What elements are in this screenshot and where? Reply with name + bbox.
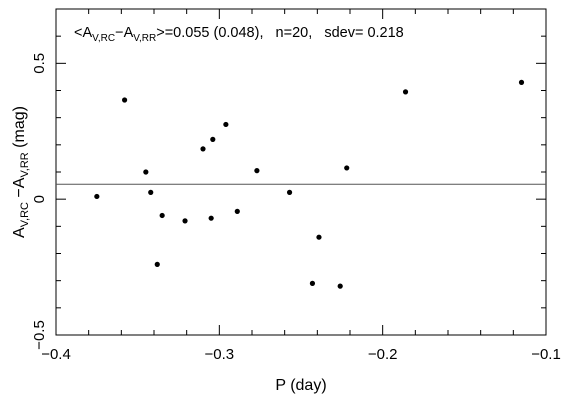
data-point bbox=[159, 212, 165, 219]
data-point bbox=[344, 165, 350, 171]
y-tick-label: −0.5 bbox=[31, 320, 48, 350]
x-tick-label: −0.4 bbox=[41, 346, 71, 363]
x-axis-label: P (day) bbox=[275, 377, 326, 394]
data-point bbox=[148, 189, 154, 195]
y-tick-label: 0.5 bbox=[31, 53, 48, 74]
data-point bbox=[210, 136, 216, 142]
data-point bbox=[94, 193, 100, 200]
stats-annotation: <AV,RC−AV,RR>=0.055 (0.048), n=20, sdev=… bbox=[74, 25, 404, 44]
data-point bbox=[309, 280, 316, 286]
x-tick-label: −0.1 bbox=[531, 346, 561, 363]
data-point bbox=[402, 89, 409, 95]
data-point bbox=[208, 215, 214, 221]
data-point bbox=[316, 234, 322, 240]
data-point bbox=[143, 169, 149, 175]
data-point bbox=[122, 97, 128, 103]
data-point bbox=[337, 283, 343, 289]
data-point bbox=[234, 208, 240, 214]
plot-frame bbox=[55, 8, 547, 336]
data-point bbox=[182, 218, 188, 224]
data-points bbox=[94, 79, 525, 289]
y-axis-label: AV,RC −AV,RR (mag) bbox=[11, 106, 31, 238]
data-point bbox=[223, 121, 229, 128]
axis-ticks bbox=[55, 8, 547, 336]
x-tick-label: −0.3 bbox=[205, 346, 235, 363]
data-point bbox=[200, 146, 206, 152]
data-point bbox=[286, 189, 293, 195]
data-point bbox=[154, 261, 160, 267]
x-tick-label: −0.2 bbox=[368, 346, 398, 363]
data-point bbox=[254, 168, 260, 174]
tick-labels: −0.4 −0.3 −0.2 −0.1 −0.5 0 0.5 bbox=[31, 53, 561, 363]
data-point bbox=[518, 79, 525, 85]
y-tick-label: 0 bbox=[31, 195, 48, 203]
